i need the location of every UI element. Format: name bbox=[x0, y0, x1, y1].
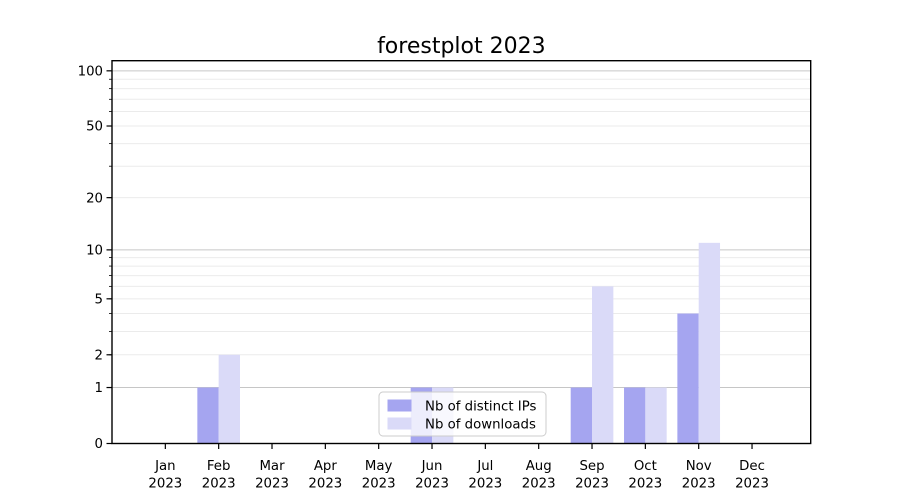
legend-label-1: Nb of downloads bbox=[425, 418, 536, 433]
legend: Nb of distinct IPs Nb of downloads bbox=[378, 391, 547, 437]
legend-label-0: Nb of distinct IPs bbox=[425, 400, 537, 415]
y-tick-label: 50 bbox=[86, 120, 103, 135]
bar-feb-s0 bbox=[197, 387, 219, 444]
y-tick-label: 100 bbox=[78, 64, 103, 79]
bar-nov-s0 bbox=[677, 313, 699, 444]
gridlines bbox=[112, 70, 811, 389]
x-tick-label: Mar 2023 bbox=[255, 459, 289, 492]
legend-box bbox=[378, 391, 547, 437]
y-tick-label: 1 bbox=[95, 381, 103, 396]
x-tick-label: Jan 2023 bbox=[148, 459, 182, 492]
x-tick-label: Dec 2023 bbox=[735, 459, 769, 492]
bar-oct-s0 bbox=[624, 387, 646, 444]
bar-nov-s1 bbox=[698, 242, 721, 444]
x-tick-label: Sep 2023 bbox=[575, 459, 609, 492]
y-tick-label: 2 bbox=[95, 348, 103, 363]
y-tick-label: 20 bbox=[86, 191, 103, 206]
x-tick-label: Aug 2023 bbox=[522, 459, 556, 492]
x-axis: Jan 2023 Feb 2023 Mar 2023 Apr 2023 May 2023 Jun 20… bbox=[148, 443, 769, 492]
y-tick-label: 5 bbox=[95, 292, 103, 307]
x-tick-label: Jul 2023 bbox=[468, 459, 502, 492]
x-tick-label: Feb 2023 bbox=[202, 459, 236, 492]
legend-swatch-0 bbox=[387, 399, 412, 412]
bar-sep-s1 bbox=[592, 286, 614, 444]
bar-oct-s1 bbox=[645, 387, 667, 444]
x-tick-label: Apr 2023 bbox=[308, 459, 342, 492]
x-tick-label: Nov 2023 bbox=[682, 459, 716, 492]
y-axis: 0 1 2 5 10 20 50 100 bbox=[78, 64, 112, 452]
chart-title: forestplot 2023 bbox=[377, 34, 546, 59]
bar-feb-s1 bbox=[218, 354, 241, 444]
x-tick-label: Oct 2023 bbox=[628, 459, 662, 492]
x-tick-label: May 2023 bbox=[362, 459, 396, 492]
x-tick-label: Jun 2023 bbox=[415, 459, 449, 492]
plot-frame bbox=[111, 60, 812, 445]
legend-swatch-1 bbox=[387, 417, 412, 430]
bar-sep-s0 bbox=[570, 387, 593, 444]
y-tick-label: 0 bbox=[95, 437, 103, 452]
y-tick-label: 10 bbox=[86, 243, 103, 258]
